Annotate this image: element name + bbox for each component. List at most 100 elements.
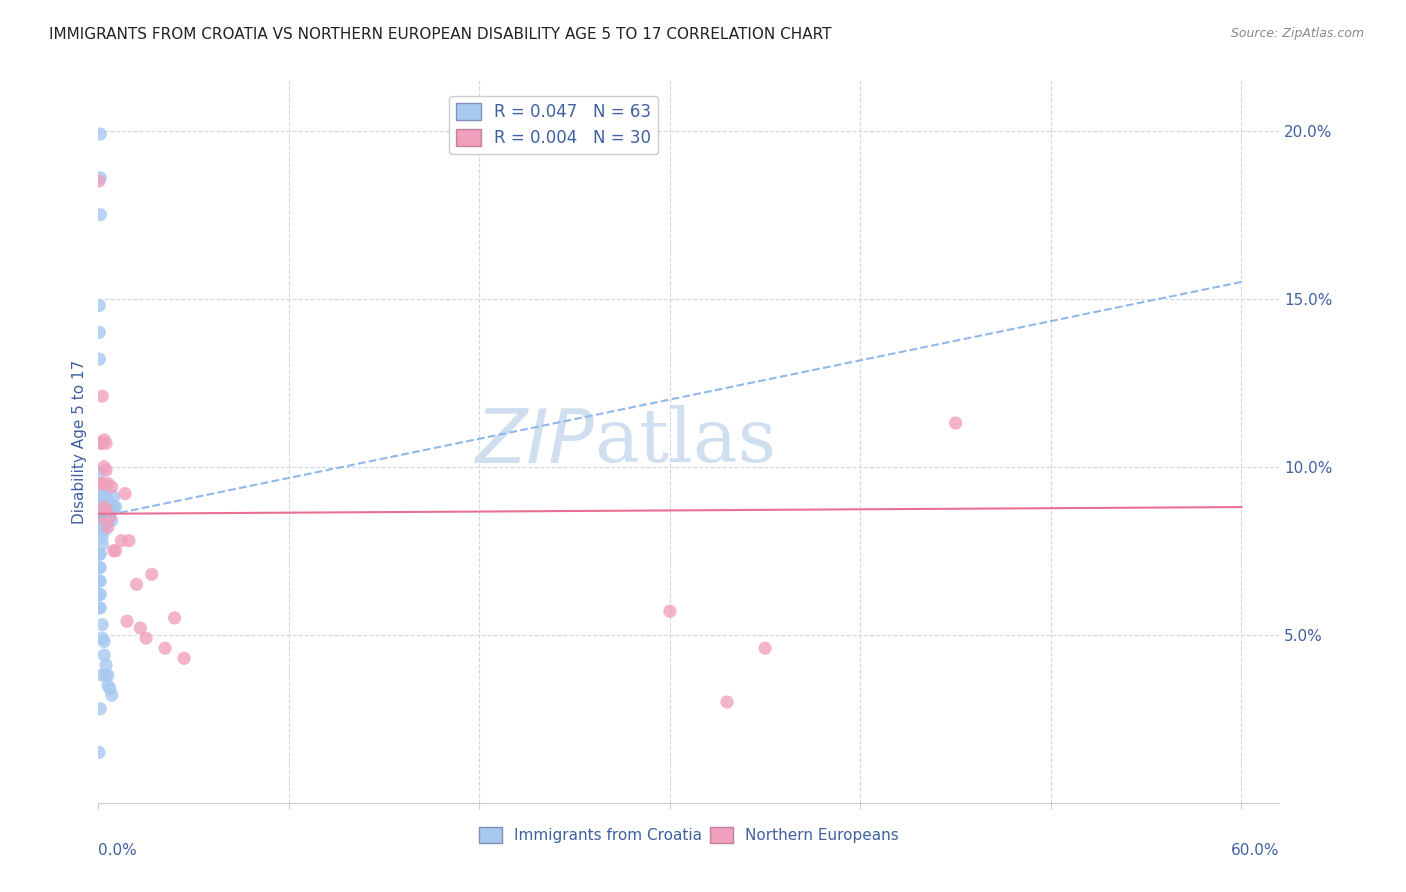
Point: [98, 510, 121, 524]
Point: [97, 678, 120, 692]
Point: [100, 503, 122, 517]
Point: [114, 486, 136, 500]
Point: [91, 530, 114, 544]
Point: [173, 651, 195, 665]
Point: [754, 641, 776, 656]
Point: [98, 681, 121, 696]
Point: [100, 688, 122, 702]
Point: [97, 668, 120, 682]
Point: [87, 745, 110, 759]
Point: [87, 600, 110, 615]
Point: [89, 500, 111, 514]
Point: [94, 463, 117, 477]
Point: [93, 433, 115, 447]
Point: [141, 567, 163, 582]
Point: [716, 695, 738, 709]
Point: [129, 621, 152, 635]
Point: [94, 658, 117, 673]
Point: [94, 510, 117, 524]
Point: [87, 174, 110, 188]
Point: [89, 326, 111, 340]
Point: [135, 631, 157, 645]
Point: [97, 503, 120, 517]
Point: [89, 702, 111, 716]
Point: [89, 493, 111, 508]
Point: [91, 436, 114, 450]
Point: [104, 543, 127, 558]
Point: [93, 516, 115, 531]
Point: [94, 436, 117, 450]
Point: [87, 560, 110, 574]
Text: 0.0%: 0.0%: [98, 843, 138, 857]
Point: [94, 500, 117, 514]
Point: [91, 500, 114, 514]
Point: [94, 490, 117, 504]
Point: [91, 537, 114, 551]
Point: [87, 547, 110, 561]
Point: [118, 533, 141, 548]
Point: [89, 352, 111, 367]
Point: [104, 500, 127, 514]
Point: [89, 574, 111, 588]
Point: [93, 524, 115, 538]
Point: [89, 510, 111, 524]
Point: [89, 560, 111, 574]
Point: [89, 490, 111, 504]
Point: [89, 170, 111, 185]
Point: [91, 524, 114, 538]
Point: [89, 467, 111, 481]
Point: [103, 490, 125, 504]
Point: [89, 547, 111, 561]
Point: [93, 459, 115, 474]
Point: [93, 634, 115, 648]
Point: [89, 503, 111, 517]
Point: [110, 533, 132, 548]
Point: [91, 617, 114, 632]
Point: [658, 604, 681, 618]
Point: [93, 510, 115, 524]
Point: [89, 480, 111, 494]
Legend: Immigrants from Croatia, Northern Europeans: Immigrants from Croatia, Northern Europe…: [472, 822, 905, 849]
Point: [97, 476, 120, 491]
Point: [87, 574, 110, 588]
Point: [89, 587, 111, 601]
Text: ZIP: ZIP: [475, 406, 595, 477]
Point: [91, 516, 114, 531]
Text: 60.0%: 60.0%: [1232, 843, 1279, 857]
Text: Source: ZipAtlas.com: Source: ZipAtlas.com: [1230, 27, 1364, 40]
Point: [103, 500, 125, 514]
Point: [153, 641, 176, 656]
Point: [100, 514, 122, 528]
Point: [89, 298, 111, 312]
Point: [94, 668, 117, 682]
Point: [91, 668, 114, 682]
Point: [97, 520, 120, 534]
Point: [103, 543, 125, 558]
Point: [89, 476, 111, 491]
Point: [89, 127, 111, 141]
Point: [89, 507, 111, 521]
Point: [91, 631, 114, 645]
Point: [87, 587, 110, 601]
Y-axis label: Disability Age 5 to 17: Disability Age 5 to 17: [72, 359, 87, 524]
Point: [163, 611, 186, 625]
Point: [945, 416, 967, 430]
Point: [91, 389, 114, 403]
Point: [98, 500, 121, 514]
Text: IMMIGRANTS FROM CROATIA VS NORTHERN EUROPEAN DISABILITY AGE 5 TO 17 CORRELATION : IMMIGRANTS FROM CROATIA VS NORTHERN EURO…: [49, 27, 832, 42]
Point: [93, 648, 115, 662]
Text: atlas: atlas: [595, 405, 776, 478]
Point: [89, 600, 111, 615]
Point: [91, 490, 114, 504]
Point: [94, 480, 117, 494]
Point: [89, 208, 111, 222]
Point: [125, 577, 148, 591]
Point: [89, 520, 111, 534]
Point: [89, 483, 111, 498]
Point: [100, 480, 122, 494]
Point: [115, 615, 138, 629]
Point: [94, 503, 117, 517]
Point: [91, 476, 114, 491]
Point: [98, 510, 121, 524]
Point: [93, 500, 115, 514]
